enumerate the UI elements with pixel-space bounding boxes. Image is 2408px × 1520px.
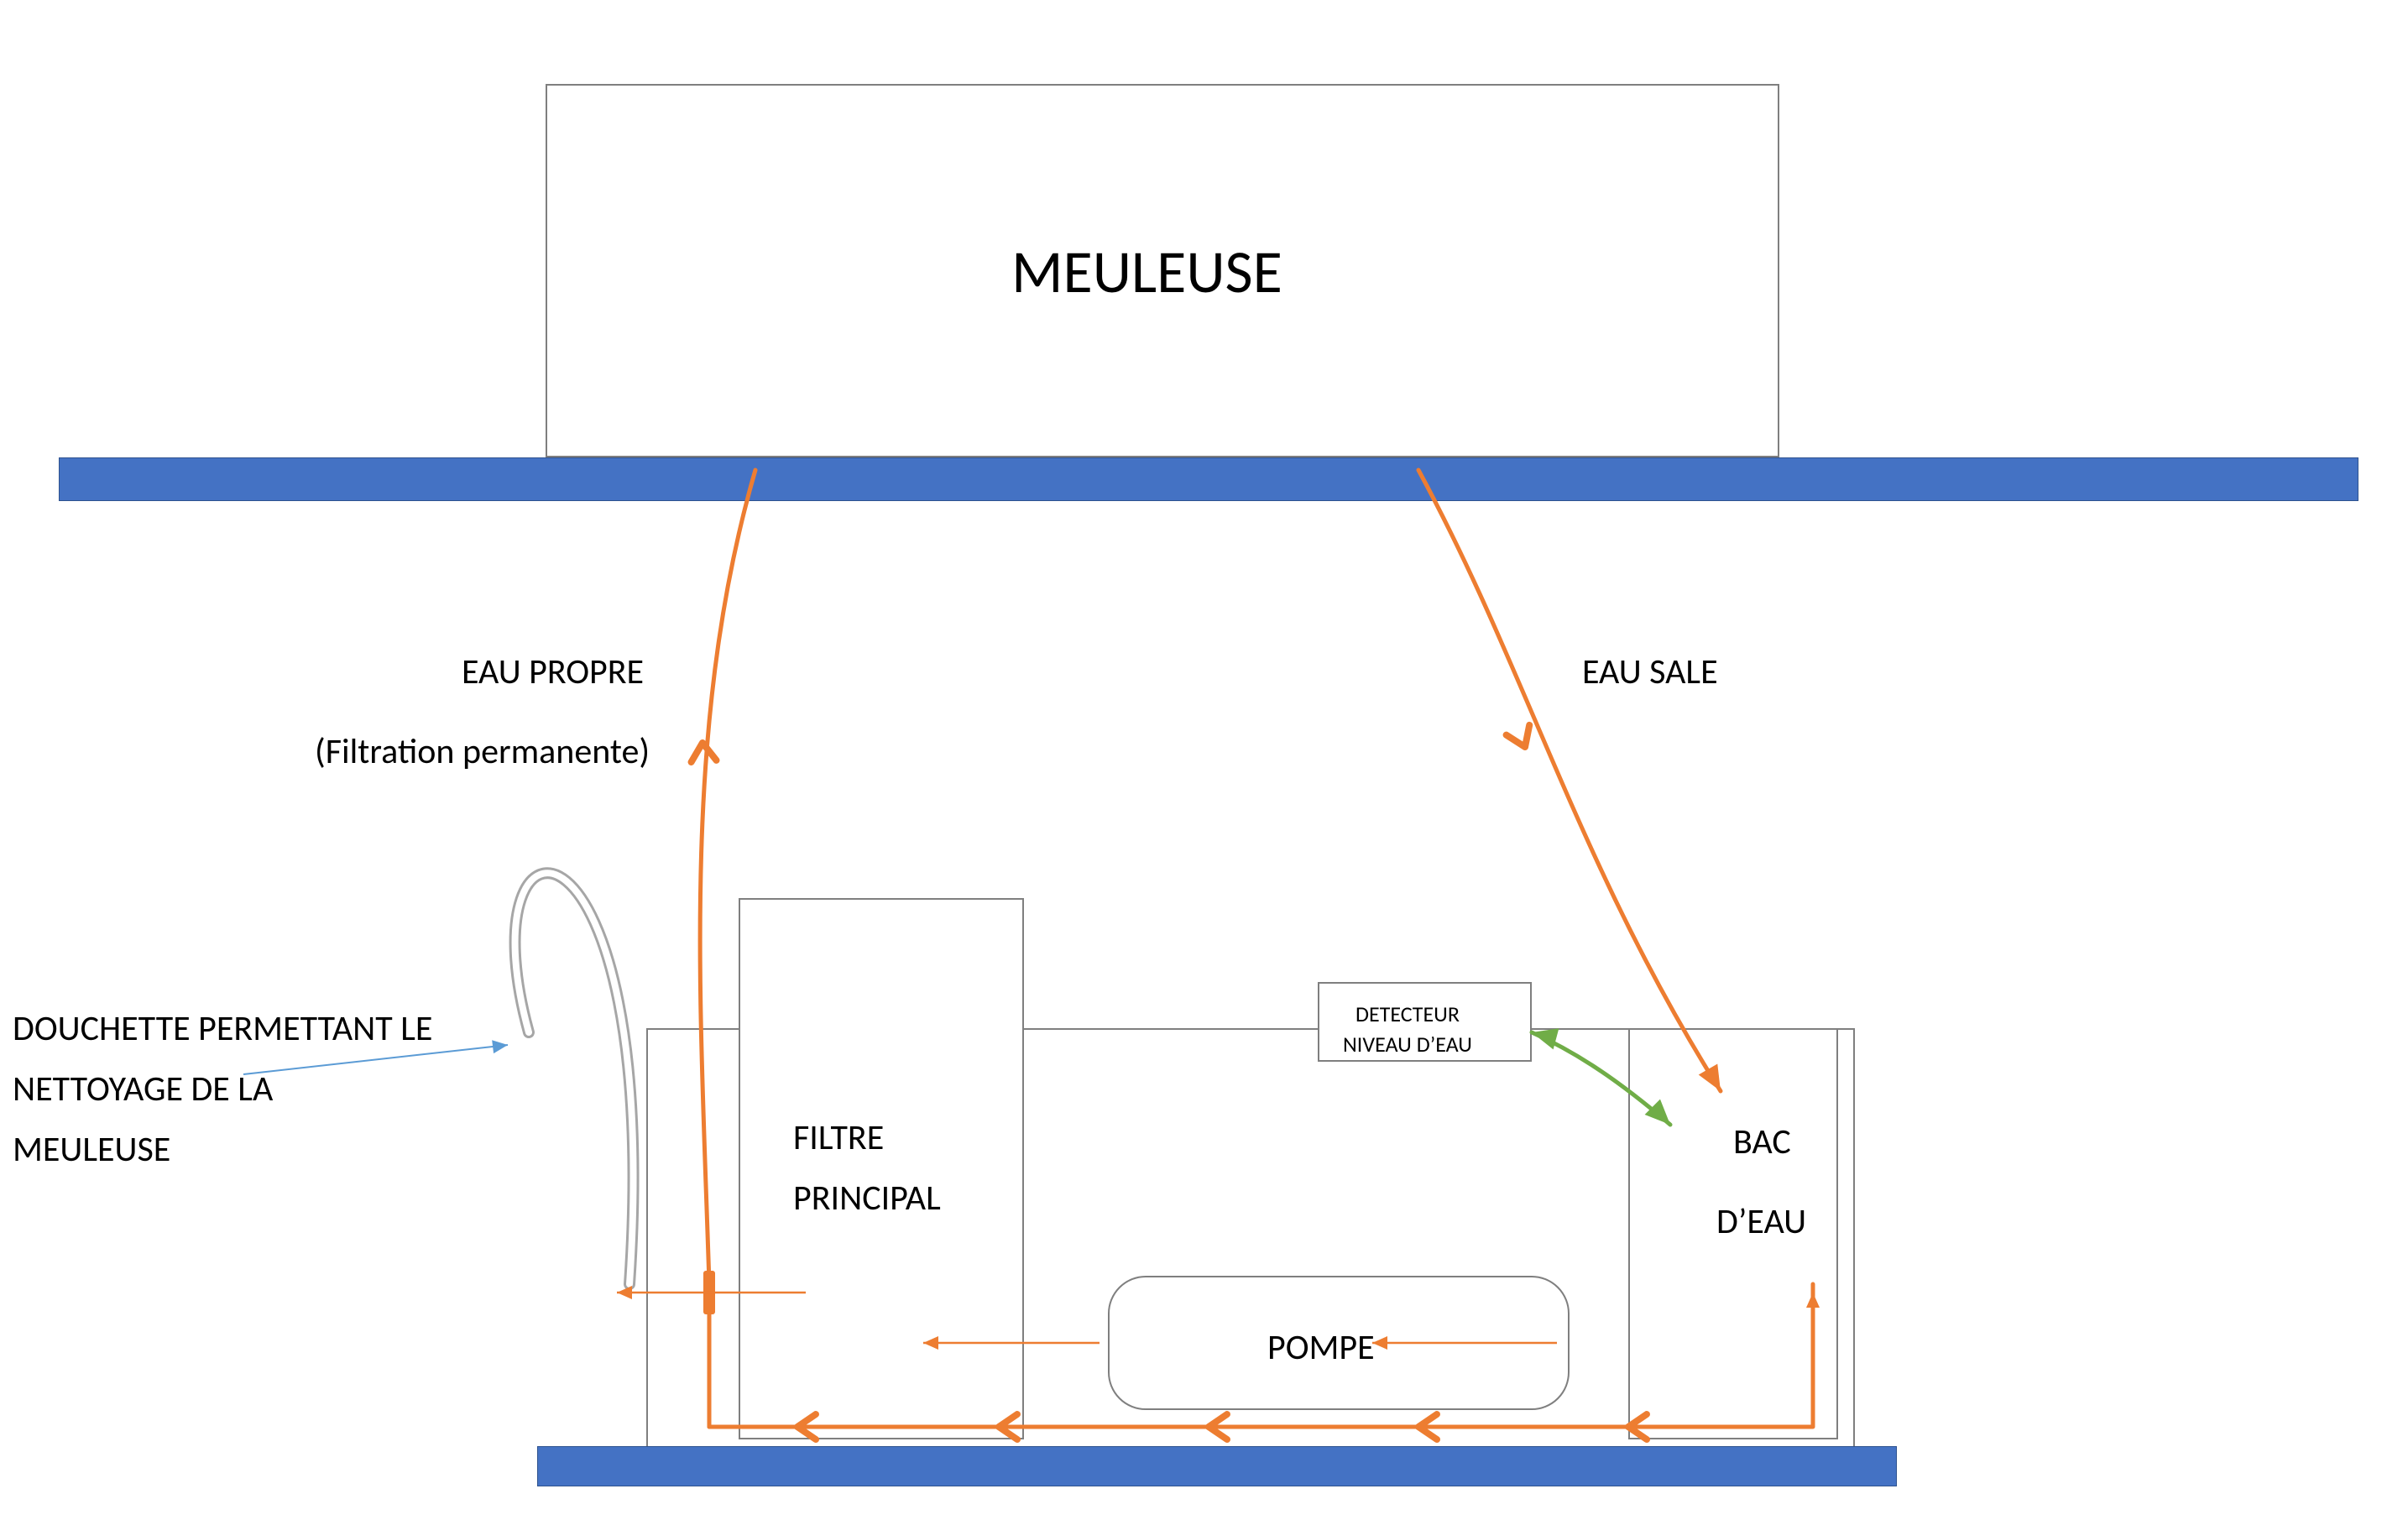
filtration-label: (Filtration permanente) <box>315 730 650 773</box>
detector-label: DETECTEUR NIVEAU D’EAU <box>1343 999 1472 1059</box>
douchette-label: DOUCHETTE PERMETTANT LE NETTOYAGE DE LA … <box>13 999 432 1180</box>
bac-label: BAC <box>1733 1120 1791 1163</box>
eau-sale-label: EAU SALE <box>1582 650 1718 693</box>
meuleuse-label: MEULEUSE <box>1011 235 1282 309</box>
filter-label: FILTRE PRINCIPAL <box>793 1108 941 1229</box>
pump-label: POMPE <box>1267 1326 1375 1369</box>
diagram-stage: MEULEUSE FILTRE PRINCIPAL POMPE DETECTEU… <box>0 0 2408 1520</box>
eau-propre-label: EAU PROPRE <box>462 650 644 693</box>
platform-bottom <box>537 1446 1897 1486</box>
platform-top <box>59 457 2358 501</box>
deau-label: D’EAU <box>1716 1200 1806 1243</box>
